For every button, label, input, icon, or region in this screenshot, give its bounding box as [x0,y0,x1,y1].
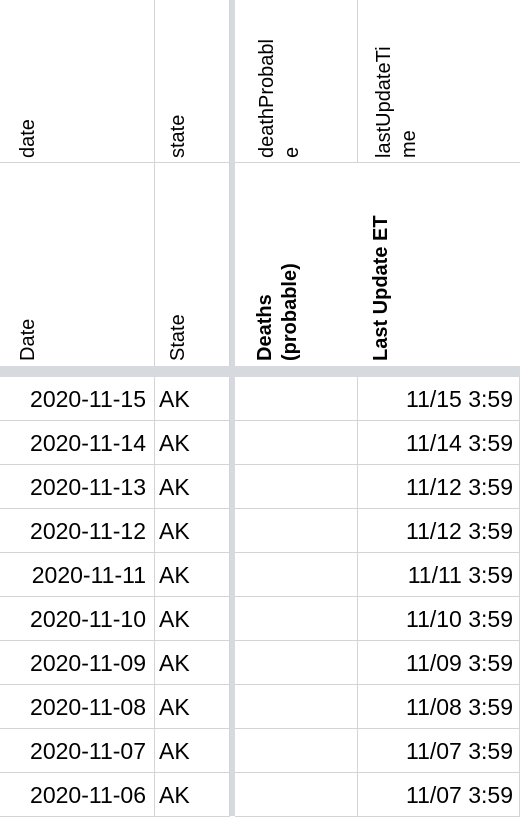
cell-date[interactable]: 2020-11-06 [0,773,155,817]
cell-date[interactable]: 2020-11-15 [0,377,155,421]
cell-last-update[interactable]: 11/12 3:59 [358,465,520,509]
cell-state[interactable]: AK [155,509,230,553]
cell-last-update[interactable]: 11/11 3:59 [358,553,520,597]
cell-last-update[interactable]: 11/15 3:59 [358,377,520,421]
header-state-label: State [167,314,189,361]
cell-deaths[interactable] [235,597,358,641]
cell-last-update[interactable]: 11/08 3:59 [358,685,520,729]
cell-last-update[interactable]: 11/12 3:59 [358,509,520,553]
cell-deaths[interactable] [235,509,358,553]
header-deaths-label: Deaths (probable) [253,263,303,361]
cell-state[interactable]: AK [155,773,230,817]
cell-date[interactable]: 2020-11-11 [0,553,155,597]
header-date-key-label: date [17,119,39,158]
header-cell-date[interactable]: Date [0,163,155,366]
header-cell-state-key[interactable]: state [155,0,230,163]
cell-date[interactable]: 2020-11-13 [0,465,155,509]
frozen-rows-divider[interactable] [0,366,520,377]
cell-state[interactable]: AK [155,641,230,685]
header-state-key-label: state [167,114,189,158]
header-lastupdate-key-line1: lastUpdateTi [373,46,395,158]
cell-date[interactable]: 2020-11-12 [0,509,155,553]
cell-deaths[interactable] [235,421,358,465]
cell-deaths[interactable] [235,685,358,729]
cell-last-update[interactable]: 11/14 3:59 [358,421,520,465]
header-deathprobable-key-line1: deathProbabl [256,39,278,158]
cell-deaths[interactable] [235,465,358,509]
header-cell-state[interactable]: State [155,163,230,366]
cell-deaths[interactable] [235,729,358,773]
cell-state[interactable]: AK [155,553,230,597]
header-deaths-line1: Deaths [254,294,276,361]
header-lastupdate-key-label: lastUpdateTi me [372,46,422,158]
header-deathprobable-key-label: deathProbabl e [255,39,305,158]
cell-date[interactable]: 2020-11-08 [0,685,155,729]
cell-state[interactable]: AK [155,685,230,729]
cell-deaths[interactable] [235,773,358,817]
header-cell-date-key[interactable]: date [0,0,155,163]
cell-date[interactable]: 2020-11-14 [0,421,155,465]
header-lastupdate-key-line2: me [398,130,420,158]
header-date-label: Date [17,318,39,361]
cell-state[interactable]: AK [155,421,230,465]
cell-last-update[interactable]: 11/09 3:59 [358,641,520,685]
cell-deaths[interactable] [235,377,358,421]
cell-last-update[interactable]: 11/07 3:59 [358,773,520,817]
cell-deaths[interactable] [235,553,358,597]
cell-state[interactable]: AK [155,597,230,641]
header-last-update-label: Last Update ET [370,215,392,361]
cell-date[interactable]: 2020-11-09 [0,641,155,685]
cell-state[interactable]: AK [155,377,230,421]
cell-state[interactable]: AK [155,729,230,773]
cell-state[interactable]: AK [155,465,230,509]
cell-last-update[interactable]: 11/07 3:59 [358,729,520,773]
header-cell-last-update[interactable]: Last Update ET [358,163,520,366]
header-deaths-line2: (probable) [279,263,301,361]
header-cell-deathprobable-key[interactable]: deathProbabl e [235,0,358,163]
cell-deaths[interactable] [235,641,358,685]
header-cell-lastupdate-key[interactable]: lastUpdateTi me [358,0,520,163]
cell-last-update[interactable]: 11/10 3:59 [358,597,520,641]
cell-date[interactable]: 2020-11-07 [0,729,155,773]
header-deathprobable-key-line2: e [281,146,303,158]
header-cell-deaths[interactable]: Deaths (probable) [235,163,358,366]
frozen-columns-divider[interactable] [230,0,235,816]
cell-date[interactable]: 2020-11-10 [0,597,155,641]
